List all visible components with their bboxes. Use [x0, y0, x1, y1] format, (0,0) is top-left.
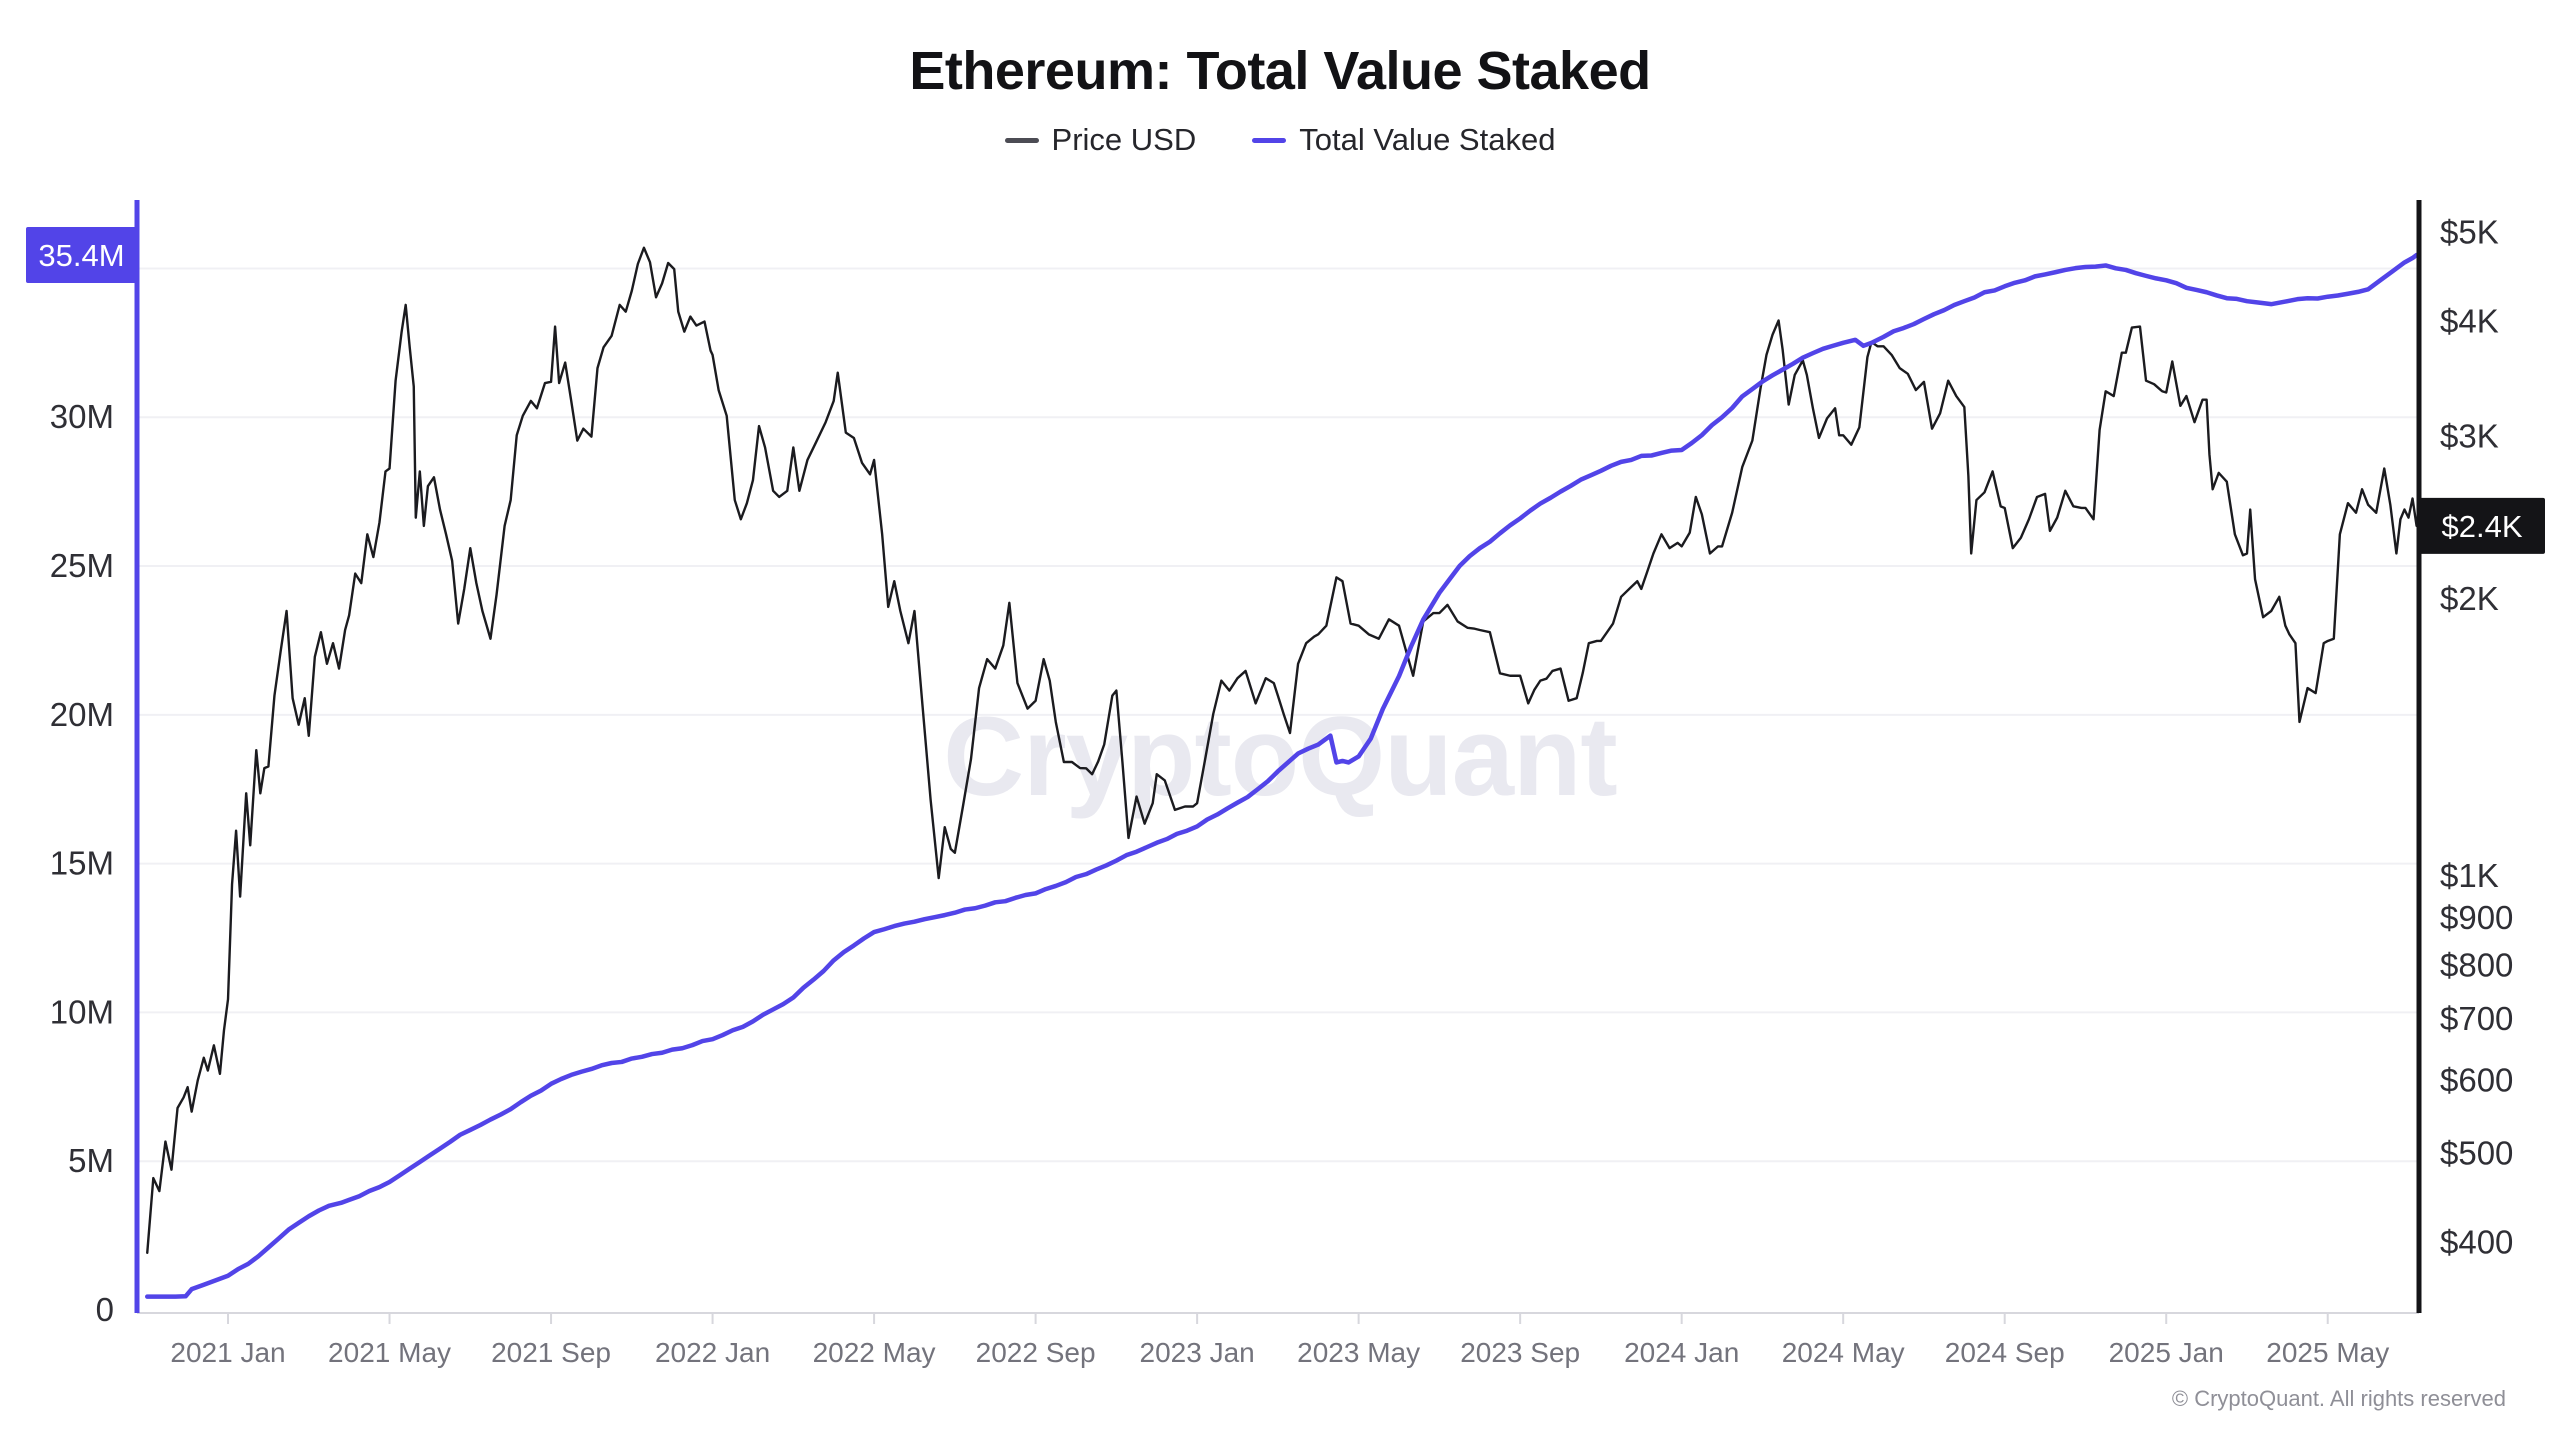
staked-value-badge	[26, 227, 137, 284]
staked-value-badge-label: 35.4M	[38, 238, 124, 273]
legend-item-price-usd[interactable]: Price USD	[1004, 122, 1197, 158]
legend-swatch-total-value-staked-icon	[1252, 137, 1287, 143]
page-title: Ethereum: Total Value Staked	[909, 41, 1651, 101]
y-left-tick-label: 10M	[50, 993, 114, 1030]
x-tick-label: 2024 Jan	[1624, 1337, 1739, 1368]
x-tick-label: 2024 May	[1782, 1337, 1905, 1368]
x-tick-label: 2025 Jan	[2109, 1337, 2224, 1368]
y-left-tick-label: 20M	[50, 696, 114, 733]
x-tick-label: 2021 May	[328, 1337, 451, 1368]
y-left-tick-label: 5M	[68, 1142, 114, 1179]
y-right-tick-label: $600	[2440, 1061, 2513, 1098]
y-right-tick-label: $5K	[2440, 213, 2499, 250]
legend-swatch-price-usd-icon	[1004, 137, 1039, 143]
y-right-tick-label: $3K	[2440, 418, 2499, 455]
x-tick-label: 2021 Jan	[170, 1337, 285, 1368]
y-right-tick-label: $700	[2440, 1000, 2513, 1037]
y-right-tick-label: $1K	[2440, 857, 2499, 894]
x-tick-label: 2021 Sep	[491, 1337, 611, 1368]
x-tick-label: 2022 May	[813, 1337, 936, 1368]
price-value-badge-label: $2.4K	[2441, 509, 2522, 544]
price-line[interactable]	[146, 246, 2418, 1254]
chart-legend: Price USD Total Value Staked	[0, 120, 2560, 160]
x-tick-label: 2024 Sep	[1945, 1337, 2065, 1368]
x-tick-label: 2022 Jan	[655, 1337, 770, 1368]
x-tick-label: 2023 Sep	[1460, 1337, 1580, 1368]
x-tick-label: 2023 May	[1297, 1337, 1420, 1368]
y-right-tick-label: $500	[2440, 1134, 2513, 1171]
x-tick-label: 2023 Jan	[1140, 1337, 1255, 1368]
y-right-tick-label: $2K	[2440, 580, 2499, 617]
legend-item-total-value-staked[interactable]: Total Value Staked	[1252, 122, 1555, 158]
y-left-tick-label: 25M	[50, 547, 114, 584]
y-left-tick-label: 30M	[50, 398, 114, 435]
x-tick-label: 2025 May	[2266, 1337, 2389, 1368]
y-right-tick-label: $800	[2440, 946, 2513, 983]
price-value-badge	[2419, 497, 2545, 554]
staked-line[interactable]	[145, 252, 2419, 1299]
y-left-tick-label: 15M	[50, 845, 114, 882]
y-right-tick-label: $900	[2440, 899, 2513, 936]
y-left-tick-label: 0	[96, 1291, 114, 1328]
x-tick-label: 2022 Sep	[976, 1337, 1096, 1368]
legend-label-total-value-staked: Total Value Staked	[1299, 122, 1556, 157]
y-right-tick-label: $400	[2440, 1224, 2513, 1261]
legend-label-price-usd: Price USD	[1051, 122, 1197, 157]
copyright-notice: © CryptoQuant. All rights reserved	[2171, 1386, 2506, 1411]
y-right-tick-label: $4K	[2440, 303, 2499, 340]
